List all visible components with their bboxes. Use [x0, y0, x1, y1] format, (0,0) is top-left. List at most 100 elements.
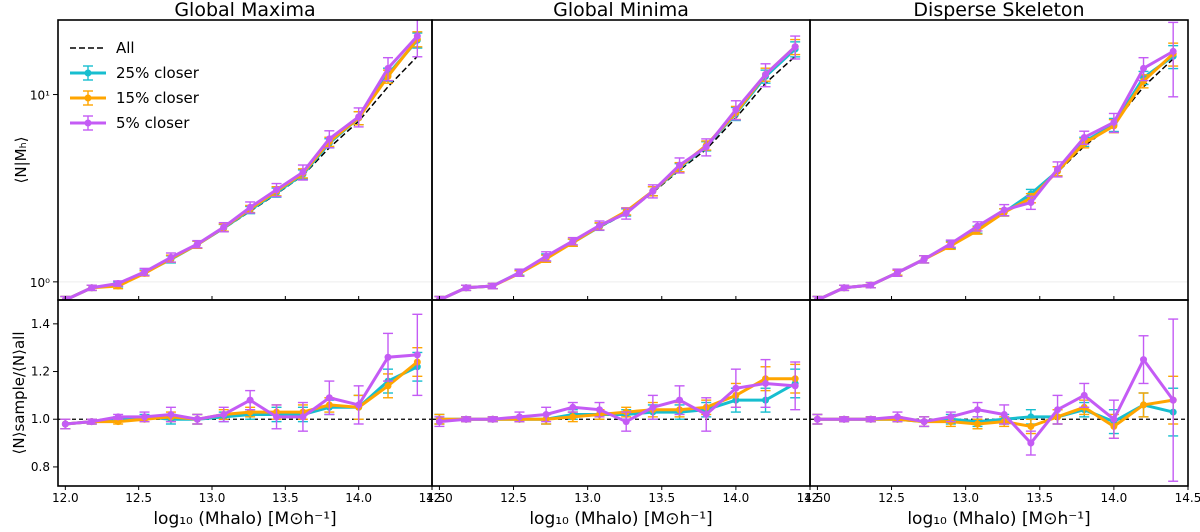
panel-title-2: Global Minima — [553, 0, 689, 21]
series-5pct-point — [1000, 206, 1008, 214]
series-5pct-ratio-point — [61, 420, 69, 428]
x-tick-label: 13.0 — [952, 491, 979, 505]
legend-15pct-marker — [84, 94, 92, 102]
series-15pct-ratio-line — [65, 360, 419, 426]
series-5pct-ratio-point — [114, 413, 122, 421]
x-tick-label: 14.0 — [723, 491, 750, 505]
series-all-line — [439, 55, 796, 300]
series-5pct-ratio-point — [1080, 391, 1088, 399]
series-5pct-ratio-point — [649, 403, 657, 411]
series-5pct-ratio-line — [65, 353, 418, 426]
series-15pct-line — [816, 52, 1175, 300]
series-15pct-ratio-point — [1140, 401, 1148, 409]
series-5pct-ratio-point — [462, 415, 470, 423]
series-5pct-ratio-point — [1054, 406, 1062, 414]
x-tick-label: 14.5 — [1175, 491, 1200, 505]
series-5pct-point — [762, 70, 770, 78]
x-tick-label: 14.0 — [1101, 491, 1128, 505]
x-tick-label: 12.5 — [125, 491, 152, 505]
series-5pct-point — [622, 209, 630, 217]
series-5pct-ratio-point — [384, 353, 392, 361]
series-5pct-point — [141, 268, 149, 276]
series-5pct-ratio-point — [840, 415, 848, 423]
series-5pct-point — [193, 240, 201, 248]
series-5pct-point — [489, 282, 497, 290]
series-5pct-point — [791, 43, 799, 51]
series-all-line — [817, 58, 1174, 300]
series-5pct-point — [462, 284, 470, 292]
series-5pct-point — [649, 187, 657, 195]
x-tick-label: 14.0 — [345, 491, 372, 505]
series-5pct-line — [64, 35, 419, 300]
series-5pct-point — [273, 186, 281, 194]
series-5pct-ratio-point — [893, 413, 901, 421]
series-5pct-ratio-point — [676, 396, 684, 404]
series-5pct-point — [974, 222, 982, 230]
ratio-plot-1 — [58, 313, 432, 432]
series-5pct-point — [384, 64, 392, 72]
series-5pct-ratio-line — [439, 381, 796, 424]
x-axis-label: log₁₀ (Mhalo) [M⊙h⁻¹] — [153, 509, 336, 529]
x-tick-label: 13.5 — [1026, 491, 1053, 505]
ratio-plot-3 — [810, 318, 1188, 482]
legend: All 25% closer 15% closer 5% closer — [70, 39, 200, 132]
series-5pct-ratio-point — [791, 382, 799, 390]
series-5pct-point — [299, 168, 307, 176]
series-5pct-ratio-point — [1169, 396, 1177, 404]
panel-title-1: Global Maxima — [174, 0, 315, 21]
x-tick-label: 12.5 — [500, 491, 527, 505]
series-5pct-ratio-point — [299, 413, 307, 421]
series-5pct-ratio-point — [762, 379, 770, 387]
series-5pct-point — [515, 269, 523, 277]
series-5pct-ratio-point — [622, 418, 630, 426]
series-5pct-ratio-point — [974, 406, 982, 414]
series-5pct-ratio-point — [88, 418, 96, 426]
ratio-axes-frame — [809, 299, 1189, 487]
series-5pct-point — [114, 279, 122, 287]
series-5pct-ratio-point — [732, 384, 740, 392]
x-tick-label: 14.5 — [419, 491, 446, 505]
series-5pct-point — [1169, 47, 1177, 55]
series-5pct-point — [920, 255, 928, 263]
top-plot-1 — [58, 20, 432, 300]
x-tick-label: 12.0 — [52, 491, 79, 505]
series-15pct-ratio-point — [974, 420, 982, 428]
series-5pct-ratio-point — [813, 415, 821, 423]
series-5pct-point — [702, 143, 710, 151]
series-5pct-ratio-point — [141, 413, 149, 421]
series-5pct-line — [438, 45, 797, 300]
legend-15pct-label: 15% closer — [116, 89, 200, 107]
legend-25pct-label: 25% closer — [116, 64, 200, 82]
series-5pct-point — [220, 223, 228, 231]
series-5pct-ratio-point — [325, 394, 333, 402]
series-15pct-ratio-point — [569, 413, 577, 421]
series-5pct-ratio-point — [220, 410, 228, 418]
series-5pct-ratio-point — [947, 413, 955, 421]
series-5pct-ratio-point — [515, 413, 523, 421]
series-5pct-point — [88, 284, 96, 292]
x-tick-label: 13.0 — [574, 491, 601, 505]
series-5pct-point — [947, 240, 955, 248]
x-tick-label: 13.5 — [648, 491, 675, 505]
series-5pct-point — [1140, 64, 1148, 72]
series-5pct-ratio-point — [489, 415, 497, 423]
y-tick-label-bottom: 1.2 — [31, 365, 50, 379]
series-5pct-line — [816, 50, 1174, 300]
series-5pct-point — [569, 237, 577, 245]
series-5pct-ratio-point — [167, 410, 175, 418]
series-5pct-ratio-point — [355, 401, 363, 409]
top-axes-frame — [57, 19, 433, 301]
series-5pct-point — [1110, 118, 1118, 126]
series-15pct-ratio-point — [384, 382, 392, 390]
series-5pct-point — [542, 252, 550, 260]
x-axis-label: log₁₀ (Mhalo) [M⊙h⁻¹] — [907, 509, 1090, 529]
series-5pct-ratio-point — [920, 418, 928, 426]
y-tick-label-bottom: 1.4 — [31, 317, 50, 331]
series-15pct-line — [438, 45, 797, 300]
legend-25pct-marker — [84, 69, 92, 77]
y-tick-label-top: 10¹ — [30, 89, 50, 103]
series-5pct-point — [732, 106, 740, 114]
series-5pct-point — [246, 203, 254, 211]
legend-5pct-marker — [84, 119, 92, 127]
